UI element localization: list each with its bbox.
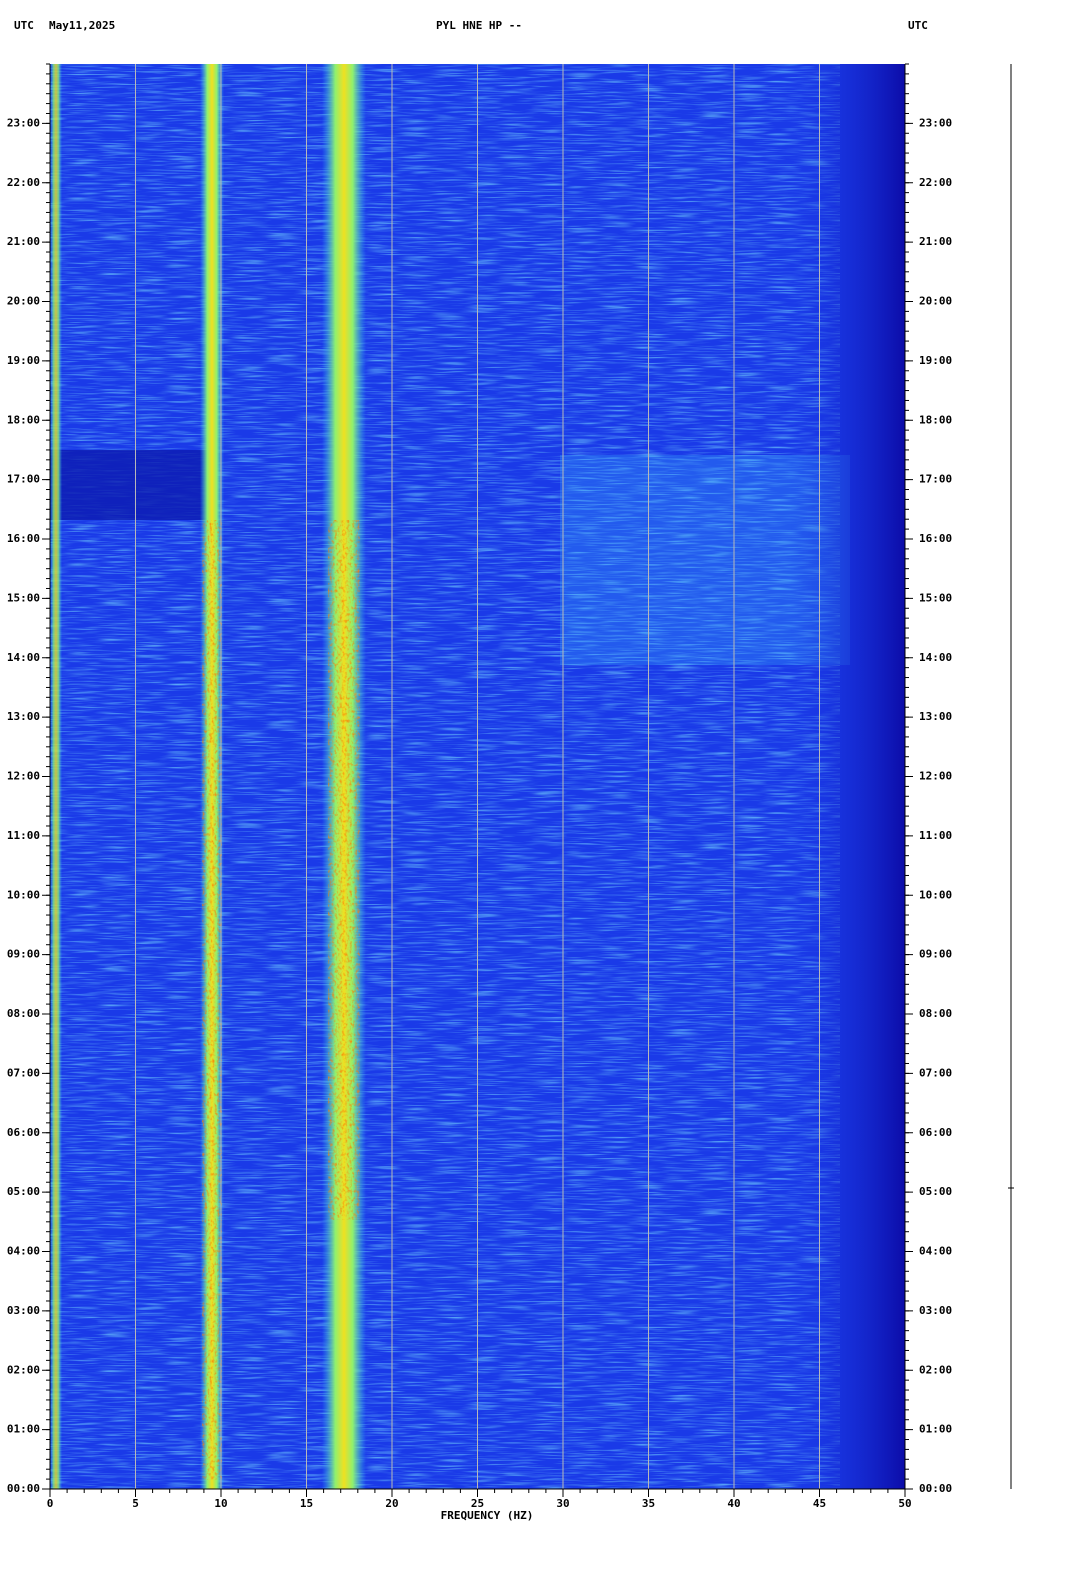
y-tick-label: 13:00	[7, 710, 40, 723]
noise	[50, 64, 840, 1489]
date-label: May11,2025	[49, 19, 115, 32]
y-tick-label: 16:00	[7, 532, 40, 545]
y-tick-label-right: 01:00	[919, 1423, 952, 1436]
y-tick-label: 08:00	[7, 1007, 40, 1020]
y-tick-label-right: 12:00	[919, 770, 952, 783]
y-tick-label: 15:00	[7, 591, 40, 604]
band-9hz-peak	[202, 520, 222, 1480]
y-tick-label-right: 18:00	[919, 413, 952, 426]
y-tick-label-right: 08:00	[919, 1007, 952, 1020]
x-tick-label: 20	[385, 1497, 398, 1510]
y-tick-label-right: 09:00	[919, 948, 952, 961]
x-tick-label: 25	[471, 1497, 484, 1510]
y-tick-label-right: 17:00	[919, 473, 952, 486]
y-tick-label-right: 03:00	[919, 1304, 952, 1317]
y-tick-label-right: 20:00	[919, 295, 952, 308]
x-tick-label: 50	[898, 1497, 911, 1510]
y-tick-label: 06:00	[7, 1126, 40, 1139]
high-cutoff	[790, 64, 905, 1489]
time-zone-label: UTC	[14, 19, 34, 32]
x-tick-label: 5	[132, 1497, 139, 1510]
y-tick-label: 01:00	[7, 1423, 40, 1436]
y-tick-label-right: 13:00	[919, 710, 952, 723]
x-tick-label: 40	[727, 1497, 740, 1510]
y-tick-label-right: 02:00	[919, 1363, 952, 1376]
y-tick-label: 22:00	[7, 176, 40, 189]
y-tick-label: 18:00	[7, 413, 40, 426]
y-tick-label: 11:00	[7, 829, 40, 842]
quiet-band	[50, 450, 210, 520]
x-tick-label: 30	[556, 1497, 569, 1510]
y-tick-label: 04:00	[7, 1245, 40, 1258]
low-band	[50, 64, 62, 1489]
y-tick-label-right: 00:00	[919, 1482, 952, 1495]
y-tick-label: 20:00	[7, 295, 40, 308]
y-tick-label-right: 23:00	[919, 116, 952, 129]
x-tick-label: 15	[300, 1497, 313, 1510]
band-17hz-peak	[328, 520, 360, 1220]
x-tick-label: 0	[47, 1497, 54, 1510]
x-axis-label: FREQUENCY (HZ)	[441, 1509, 534, 1522]
x-tick-label: 45	[813, 1497, 826, 1510]
y-tick-label: 03:00	[7, 1304, 40, 1317]
y-tick-label: 21:00	[7, 235, 40, 248]
y-tick-label-right: 04:00	[919, 1245, 952, 1258]
y-tick-label-right: 11:00	[919, 829, 952, 842]
y-tick-label: 10:00	[7, 888, 40, 901]
y-tick-label: 02:00	[7, 1363, 40, 1376]
chart-title: PYL HNE HP --	[436, 19, 522, 32]
y-tick-label: 00:00	[7, 1482, 40, 1495]
y-tick-label-right: 22:00	[919, 176, 952, 189]
y-tick-label-right: 07:00	[919, 1066, 952, 1079]
y-tick-label-right: 21:00	[919, 235, 952, 248]
y-tick-label: 12:00	[7, 770, 40, 783]
y-tick-label-right: 05:00	[919, 1185, 952, 1198]
y-tick-label-right: 14:00	[919, 651, 952, 664]
x-tick-label: 35	[642, 1497, 655, 1510]
y-tick-label-right: 06:00	[919, 1126, 952, 1139]
y-tick-label-right: 19:00	[919, 354, 952, 367]
y-tick-label-right: 16:00	[919, 532, 952, 545]
y-tick-label-right: 15:00	[919, 591, 952, 604]
x-tick-label: 10	[214, 1497, 227, 1510]
y-tick-label: 05:00	[7, 1185, 40, 1198]
y-tick-label-right: 10:00	[919, 888, 952, 901]
y-tick-label: 17:00	[7, 473, 40, 486]
y-tick-label: 14:00	[7, 651, 40, 664]
y-tick-label: 09:00	[7, 948, 40, 961]
y-tick-label: 23:00	[7, 116, 40, 129]
time-zone-label-right: UTC	[908, 19, 928, 32]
y-tick-label: 19:00	[7, 354, 40, 367]
y-tick-label: 07:00	[7, 1066, 40, 1079]
